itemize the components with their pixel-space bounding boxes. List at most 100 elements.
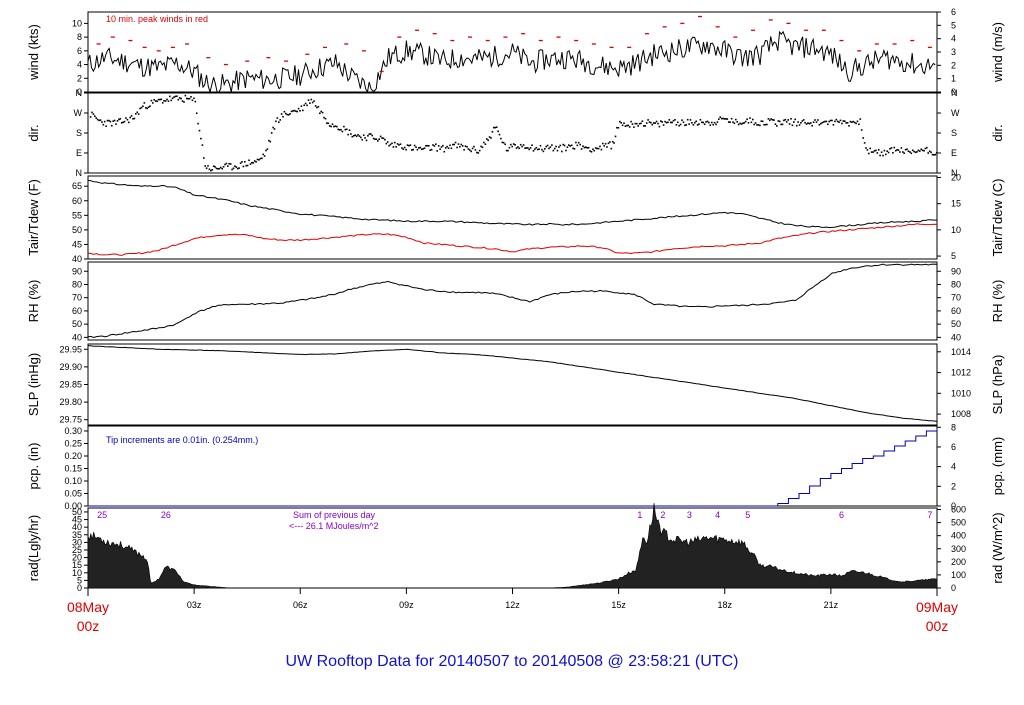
ytick-label-pcp: 0.10 [64, 476, 82, 486]
dir-point [330, 125, 332, 128]
dir-point [556, 149, 559, 152]
dir-point [904, 148, 907, 151]
dir-point [382, 137, 385, 140]
dir-point [457, 143, 460, 145]
dir-point [459, 146, 461, 148]
dir-point [186, 97, 188, 100]
dir-point [766, 123, 768, 126]
ytick-label-rh: 70 [72, 293, 82, 303]
dir-point [166, 98, 168, 101]
dir-point [344, 128, 347, 131]
dir-point [490, 137, 492, 139]
dir-point [913, 150, 915, 153]
dir-point [306, 104, 308, 107]
dir-point [917, 149, 920, 152]
dir-point [386, 141, 389, 143]
dir-point [94, 115, 96, 117]
dir-point [173, 96, 175, 98]
dir-point [641, 120, 644, 122]
ytick-label-wind: 8 [77, 32, 82, 42]
dir-point [736, 121, 738, 123]
dir-point [289, 113, 291, 115]
dir-point [379, 135, 382, 138]
dir-point [773, 119, 775, 121]
dir-point [334, 125, 337, 127]
dir-point [392, 146, 395, 148]
dir-point [152, 102, 154, 104]
dir-point [416, 148, 419, 151]
dir-point [696, 124, 699, 126]
dir-point [636, 122, 638, 125]
day-marker-label: 3 [687, 510, 692, 520]
x-start-date-label: 08May [67, 599, 109, 615]
ytick-label-pcp: 0.25 [64, 439, 82, 449]
dir-point [411, 149, 413, 151]
dir-point [150, 99, 153, 102]
dir-point [873, 150, 876, 152]
dir-point [781, 123, 784, 126]
dir-point [203, 157, 205, 159]
dir-point [132, 118, 134, 120]
dir-point [657, 122, 659, 125]
dir-point [294, 110, 297, 112]
dir-point [343, 125, 345, 128]
dir-point [381, 137, 383, 139]
dir-point [309, 102, 311, 104]
day-marker-label: 1 [637, 510, 642, 520]
ytick-label-wind: 4 [77, 60, 82, 70]
ylabel-right-pcp: pcp. (mm) [990, 437, 1005, 496]
dir-point [862, 137, 864, 139]
dir-point [108, 119, 110, 122]
dir-point [371, 134, 373, 137]
dir-point [163, 100, 165, 102]
ytick-label-right-temp: 10 [951, 225, 961, 235]
dir-point [921, 149, 924, 152]
ytick-label-pcp: 0.30 [64, 426, 82, 436]
dir-point [494, 126, 497, 129]
dir-point [896, 149, 898, 151]
dir-point [722, 117, 724, 120]
day-marker-label: 25 [97, 510, 107, 520]
dir-point [167, 100, 170, 102]
dir-point [650, 121, 652, 124]
dir-point [502, 141, 505, 144]
dir-point [358, 135, 361, 137]
dir-point [672, 119, 675, 122]
dir-point [624, 125, 627, 127]
dir-point [695, 120, 697, 123]
dir-point [194, 100, 197, 103]
dir-point [606, 146, 608, 148]
dir-point [432, 144, 434, 146]
dir-point [846, 122, 849, 124]
dir-point [314, 105, 317, 107]
panel-rad: 051015202530354045500100200300400500600r… [26, 503, 1005, 593]
dir-point [471, 147, 474, 150]
dir-point [263, 155, 266, 157]
dir-point [444, 147, 447, 149]
dir-point [514, 144, 516, 146]
ytick-label-pcp: 0.00 [64, 501, 82, 511]
dir-point [473, 145, 475, 148]
dir-point [790, 118, 792, 120]
dir-point [368, 133, 371, 135]
day-marker-label: 5 [745, 510, 750, 520]
dir-point [555, 145, 557, 148]
dir-point [504, 143, 506, 146]
xtick-label: 15z [611, 600, 626, 610]
ylabel-right-slp: SLP (hPa) [990, 355, 1005, 415]
dir-point [885, 153, 887, 156]
dir-point [876, 152, 879, 154]
dir-point [778, 120, 781, 123]
dir-point [249, 163, 252, 165]
dir-point [439, 148, 441, 150]
dir-point [701, 121, 703, 124]
ytick-label-right-pcp: 2 [951, 481, 956, 491]
dir-point [818, 124, 821, 126]
dir-point [111, 124, 113, 127]
ylabel-right-temp: Tair/Tdew (C) [990, 178, 1005, 256]
dir-point [92, 113, 95, 115]
dir-point [221, 167, 223, 170]
dir-point [418, 147, 420, 149]
ytick-label-right-wind: 6 [951, 7, 956, 17]
dir-point [446, 145, 448, 148]
